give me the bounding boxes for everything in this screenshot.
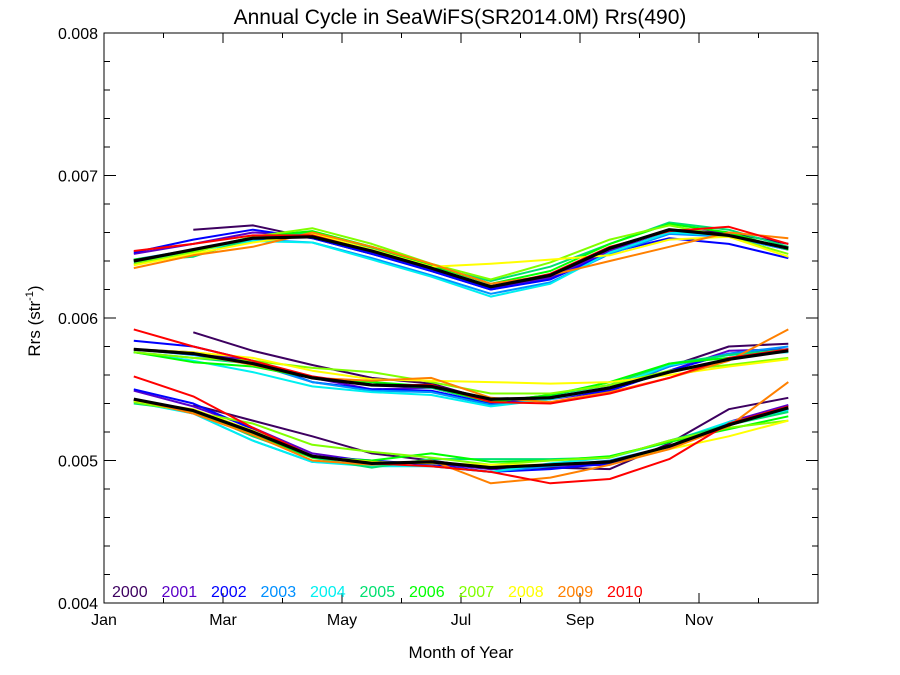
series-layer	[133, 221, 789, 485]
x-tick-label: Jul	[451, 612, 471, 629]
legend-entry-2010: 2010	[607, 584, 643, 601]
y-axis-label-close: )	[25, 285, 44, 291]
legend: 2000 2001 2002 2003 2004 2005 2006 2007 2008 2009…	[112, 584, 643, 601]
legend-entry-2008: 2008	[508, 584, 544, 601]
y-tick-label: 0.008	[58, 26, 98, 43]
x-tick-label: Nov	[685, 612, 713, 629]
axis-ticks: Jan Mar May Jul Sep Nov 0.004 0.005 0.006 0.007 0.…	[58, 26, 818, 629]
chart-title: Annual Cycle in SeaWiFS(SR2014.0M) Rrs(4…	[234, 6, 687, 29]
legend-entry-2002: 2002	[211, 584, 247, 601]
series-line-2007-group-3	[133, 401, 789, 466]
y-tick-label: 0.004	[58, 596, 98, 613]
x-tick-label: Jan	[91, 612, 117, 629]
legend-entry-2007: 2007	[459, 584, 495, 601]
y-axis-label: Rrs (str-1)	[24, 285, 44, 356]
y-tick-label: 0.007	[58, 169, 98, 186]
series-line-2009-group-1	[133, 231, 789, 285]
legend-entry-2003: 2003	[261, 584, 297, 601]
legend-entry-2009: 2009	[558, 584, 594, 601]
y-tick-label: 0.005	[58, 454, 98, 471]
legend-entry-2006: 2006	[409, 584, 445, 601]
mean-line-group-2	[133, 347, 789, 401]
x-tick-label: Mar	[209, 612, 237, 629]
legend-entry-2005: 2005	[360, 584, 396, 601]
y-axis-label-superscript: -1	[24, 291, 36, 301]
y-tick-label: 0.006	[58, 311, 98, 328]
x-axis-label: Month of Year	[409, 643, 514, 662]
y-axis-label-main: Rrs (str	[25, 301, 44, 357]
plot-frame	[103, 32, 819, 604]
series-line-2004-group-1	[133, 231, 789, 298]
legend-entry-2004: 2004	[310, 584, 346, 601]
legend-entry-2001: 2001	[162, 584, 198, 601]
series-line-2009-group-3	[133, 381, 789, 485]
legend-entry-2000: 2000	[112, 584, 148, 601]
series-line-2010-group-3	[133, 375, 789, 485]
series-line-2008-group-3	[133, 399, 789, 466]
mean-line-group-3	[133, 397, 789, 470]
x-tick-label: May	[327, 612, 357, 629]
x-tick-label: Sep	[566, 612, 595, 629]
series-line-2008-group-1	[133, 232, 789, 268]
mean-line-group-1	[133, 228, 789, 289]
